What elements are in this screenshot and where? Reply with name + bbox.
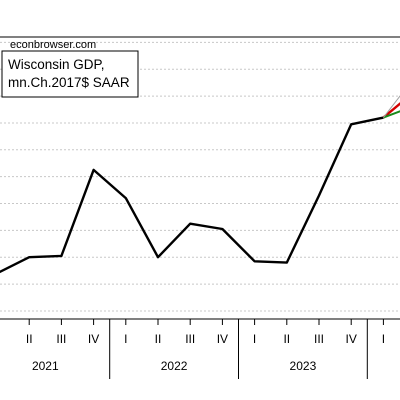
x-tick-label: III <box>56 332 66 346</box>
x-tick-label: II <box>26 332 33 346</box>
year-label: 2023 <box>290 359 317 373</box>
x-tick-label: IV <box>346 332 357 346</box>
series-line <box>0 116 384 274</box>
legend-frame <box>1 50 139 98</box>
x-tick-label: III <box>185 332 195 346</box>
year-label: 2022 <box>161 359 188 373</box>
chart-title-line-2: mn.Ch.2017$ SAAR <box>8 75 130 90</box>
chart-title-line-1: Wisconsin GDP, <box>8 57 105 72</box>
year-label: 2021 <box>32 359 59 373</box>
x-tick-label: III <box>314 332 324 346</box>
x-tick-label: II <box>155 332 162 346</box>
x-tick-label: I <box>382 332 385 346</box>
x-tick-label: I <box>124 332 127 346</box>
source-label: econbrowser.com <box>10 39 96 51</box>
gridlines <box>0 41 400 312</box>
x-tick-label: I <box>253 332 256 346</box>
x-tick-label: IV <box>88 332 99 346</box>
x-tick-label: II <box>283 332 290 346</box>
plot-frame <box>0 36 400 320</box>
legend-box: Wisconsin GDP, mn.Ch.2017$ SAAR <box>1 50 139 98</box>
x-tick-label: IV <box>217 332 228 346</box>
